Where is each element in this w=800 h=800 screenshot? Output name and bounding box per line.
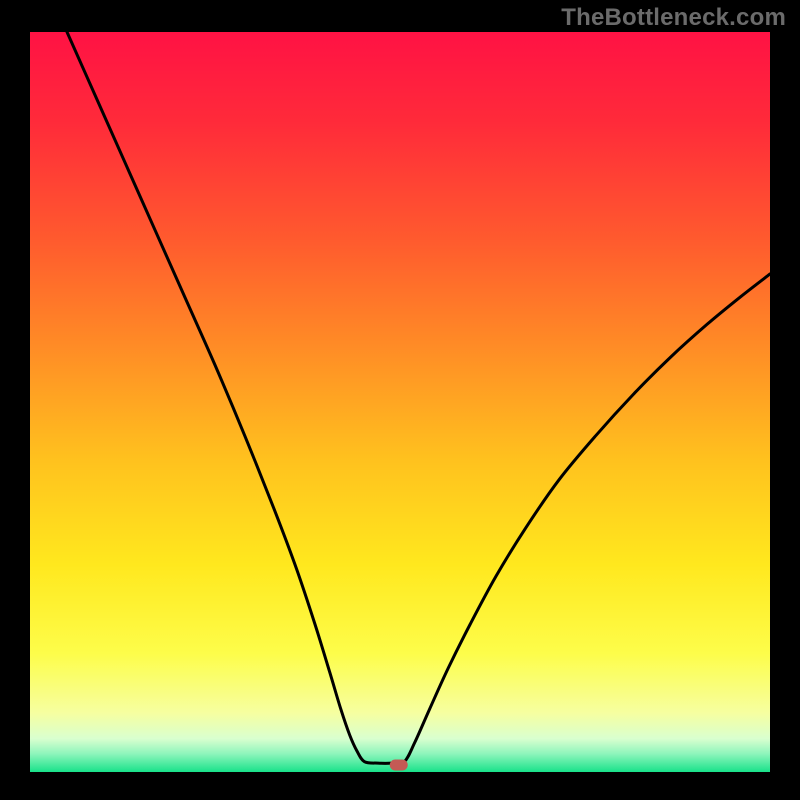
optimum-marker bbox=[389, 759, 408, 770]
chart-frame: TheBottleneck.com bbox=[0, 0, 800, 800]
curve-path bbox=[67, 32, 770, 764]
watermark-text: TheBottleneck.com bbox=[561, 4, 786, 32]
plot-area bbox=[30, 32, 770, 772]
bottleneck-curve bbox=[30, 32, 770, 772]
